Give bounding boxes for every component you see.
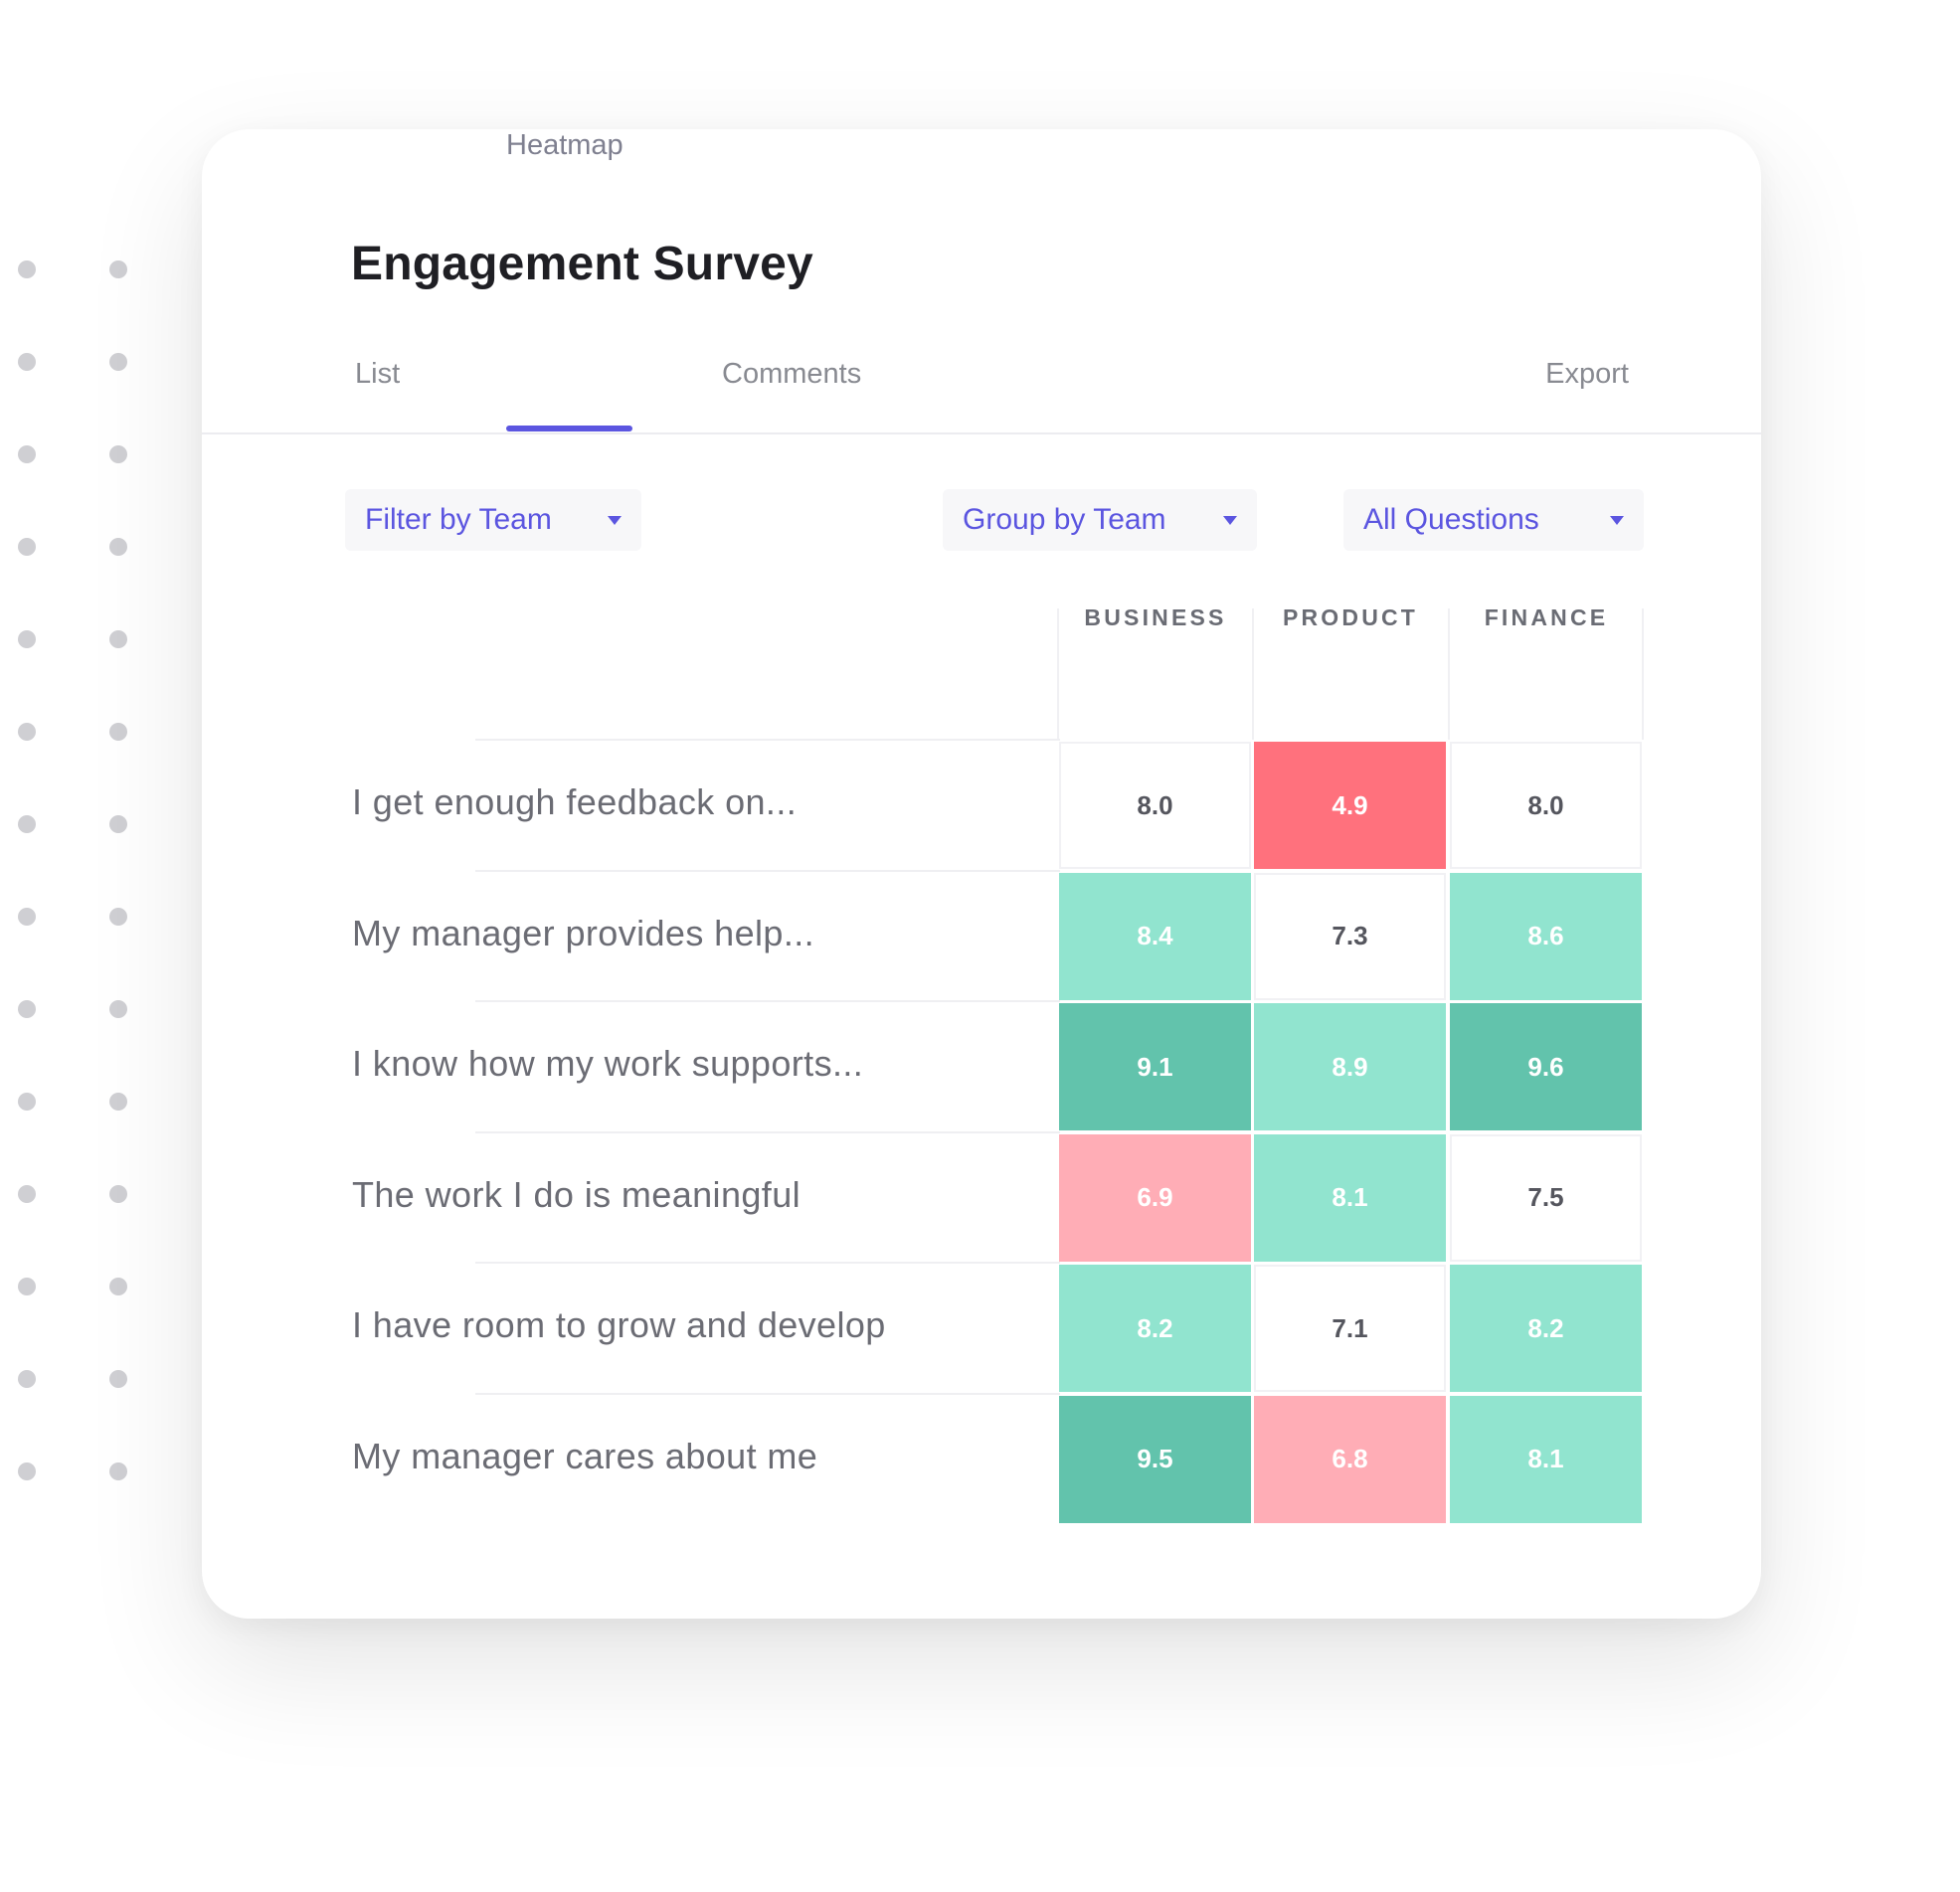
dot <box>109 1370 127 1388</box>
dot <box>18 1093 36 1111</box>
dot <box>109 1093 127 1111</box>
row-divider <box>475 1130 1060 1133</box>
dot <box>18 538 36 556</box>
question-label: My manager provides help... <box>352 912 815 953</box>
filter-by-team-label: Filter by Team <box>365 503 552 536</box>
heatmap-cell[interactable]: 8.2 <box>1450 1265 1642 1392</box>
dot <box>109 445 127 463</box>
tab-list[interactable]: List <box>355 358 401 390</box>
row-divider <box>475 1000 1060 1002</box>
group-by-team-dropdown[interactable]: Group by Team <box>943 489 1257 551</box>
column-header-finance: FINANCE <box>1484 604 1609 630</box>
row-divider <box>475 869 1060 872</box>
group-by-team-label: Group by Team <box>963 503 1166 536</box>
dot <box>109 1000 127 1018</box>
dot <box>18 630 36 648</box>
dot <box>109 723 127 741</box>
heatmap-cell[interactable]: 6.8 <box>1254 1395 1446 1523</box>
heatmap-cell[interactable]: 8.4 <box>1059 872 1251 1000</box>
heatmap-cell[interactable]: 8.1 <box>1450 1395 1642 1523</box>
heatmap-cell[interactable]: 6.9 <box>1059 1133 1251 1262</box>
filter-by-team-dropdown[interactable]: Filter by Team <box>345 489 641 551</box>
heatmap-cell[interactable]: 8.6 <box>1450 872 1642 1000</box>
dot <box>109 630 127 648</box>
export-button[interactable]: Export <box>1545 358 1629 390</box>
dot <box>18 908 36 926</box>
dot <box>18 723 36 741</box>
column-separator <box>1642 608 1644 740</box>
row-divider <box>475 1392 1060 1395</box>
survey-card: Engagement Survey List Heatmap Comments … <box>202 129 1761 1619</box>
all-questions-label: All Questions <box>1363 503 1539 536</box>
heatmap-cell[interactable]: 8.0 <box>1059 742 1251 869</box>
dot <box>18 260 36 278</box>
caret-down-icon <box>608 515 622 525</box>
dot <box>18 1185 36 1203</box>
heatmap-cell[interactable]: 8.9 <box>1254 1003 1446 1130</box>
active-tab-indicator <box>506 426 632 431</box>
dot <box>18 1462 36 1480</box>
dot <box>18 1000 36 1018</box>
question-label: The work I do is meaningful <box>352 1173 802 1215</box>
heatmap-cell[interactable]: 8.0 <box>1450 742 1642 869</box>
dot <box>109 353 127 371</box>
heatmap-cell[interactable]: 9.1 <box>1059 1003 1251 1130</box>
dot <box>109 815 127 833</box>
decorative-dot-grid <box>18 260 142 1483</box>
question-label: I get enough feedback on... <box>352 781 798 822</box>
heatmap-cell[interactable]: 7.3 <box>1254 872 1446 1000</box>
heatmap-cell[interactable]: 8.2 <box>1059 1265 1251 1392</box>
all-questions-dropdown[interactable]: All Questions <box>1343 489 1644 551</box>
tab-comments[interactable]: Comments <box>722 358 862 390</box>
dot <box>109 1185 127 1203</box>
column-separator <box>1057 608 1059 740</box>
heatmap-cell[interactable]: 9.6 <box>1450 1003 1642 1130</box>
column-header-business: BUSINESS <box>1084 604 1227 630</box>
tab-divider <box>202 432 1761 434</box>
column-header-product: PRODUCT <box>1282 604 1419 630</box>
dot <box>109 1278 127 1295</box>
question-label: My manager cares about me <box>352 1435 818 1476</box>
heatmap-cell[interactable]: 8.1 <box>1254 1133 1446 1262</box>
dot <box>18 445 36 463</box>
caret-down-icon <box>1223 515 1237 525</box>
dot <box>18 1278 36 1295</box>
heatmap-cell[interactable]: 7.1 <box>1254 1265 1446 1392</box>
dot <box>109 908 127 926</box>
caret-down-icon <box>1610 515 1624 525</box>
row-divider <box>475 1262 1060 1264</box>
row-divider <box>475 739 1060 741</box>
dot <box>109 538 127 556</box>
dot <box>18 1370 36 1388</box>
tab-heatmap[interactable]: Heatmap <box>506 129 624 161</box>
column-separator <box>1448 608 1450 740</box>
dot <box>109 1462 127 1480</box>
question-label: I know how my work supports... <box>352 1043 864 1084</box>
page-title: Engagement Survey <box>351 238 813 290</box>
dot <box>18 353 36 371</box>
question-label: I have room to grow and develop <box>352 1304 886 1345</box>
dot <box>109 260 127 278</box>
column-separator <box>1252 608 1254 740</box>
heatmap-cell[interactable]: 7.5 <box>1450 1133 1642 1262</box>
heatmap-cell[interactable]: 9.5 <box>1059 1395 1251 1523</box>
dot <box>18 815 36 833</box>
heatmap-cell[interactable]: 4.9 <box>1254 742 1446 869</box>
